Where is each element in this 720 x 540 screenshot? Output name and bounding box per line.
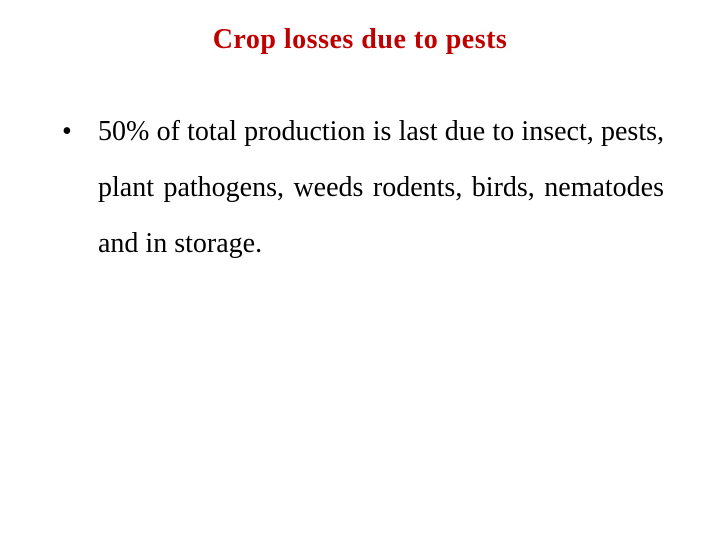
slide: Crop losses due to pests 50% of total pr… <box>0 0 720 540</box>
list-item: 50% of total production is last due to i… <box>56 104 664 272</box>
slide-title: Crop losses due to pests <box>56 24 664 56</box>
bullet-list: 50% of total production is last due to i… <box>56 104 664 272</box>
